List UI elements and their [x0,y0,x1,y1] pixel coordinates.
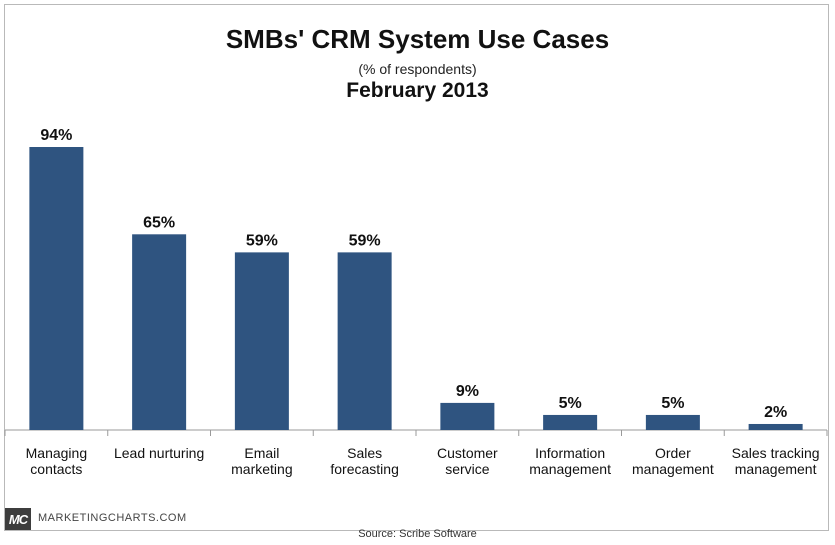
category-label-0: Managing contacts [26,445,88,477]
category-label-6: Order management [632,445,714,477]
value-label-1: 65% [143,214,175,231]
bar-5 [543,414,598,430]
bar-3 [337,252,392,430]
category-label-3: Sales forecasting [330,445,398,477]
value-label-4: 9% [456,383,479,400]
value-label-0: 94% [40,127,72,144]
chart-title: SMBs' CRM System Use Cases [225,24,610,54]
bar-7 [748,423,803,430]
bar-2 [234,252,289,430]
category-label-7: Sales tracking management [732,445,820,477]
bar-4 [440,402,495,430]
bar-0 [29,147,84,430]
site-name: MARKETINGCHARTS.COM [38,512,187,524]
value-label-2: 59% [246,232,278,249]
value-label-7: 2% [764,404,787,421]
value-label-3: 59% [349,232,381,249]
category-label-2: Email marketing [231,445,292,477]
category-label-1: Lead nurturing [114,445,204,461]
value-label-6: 5% [661,395,684,412]
source-note: Source: Scribe Software [358,528,477,540]
value-label-5: 5% [559,395,582,412]
bar-6 [645,414,700,430]
bar-1 [132,234,187,430]
chart-date: February 2013 [346,79,489,102]
chart-subtitle: (% of respondents) [358,61,477,77]
category-label-5: Information management [529,445,611,477]
marketingcharts-logo: MC [5,508,31,530]
category-label-4: Customer service [437,445,498,477]
